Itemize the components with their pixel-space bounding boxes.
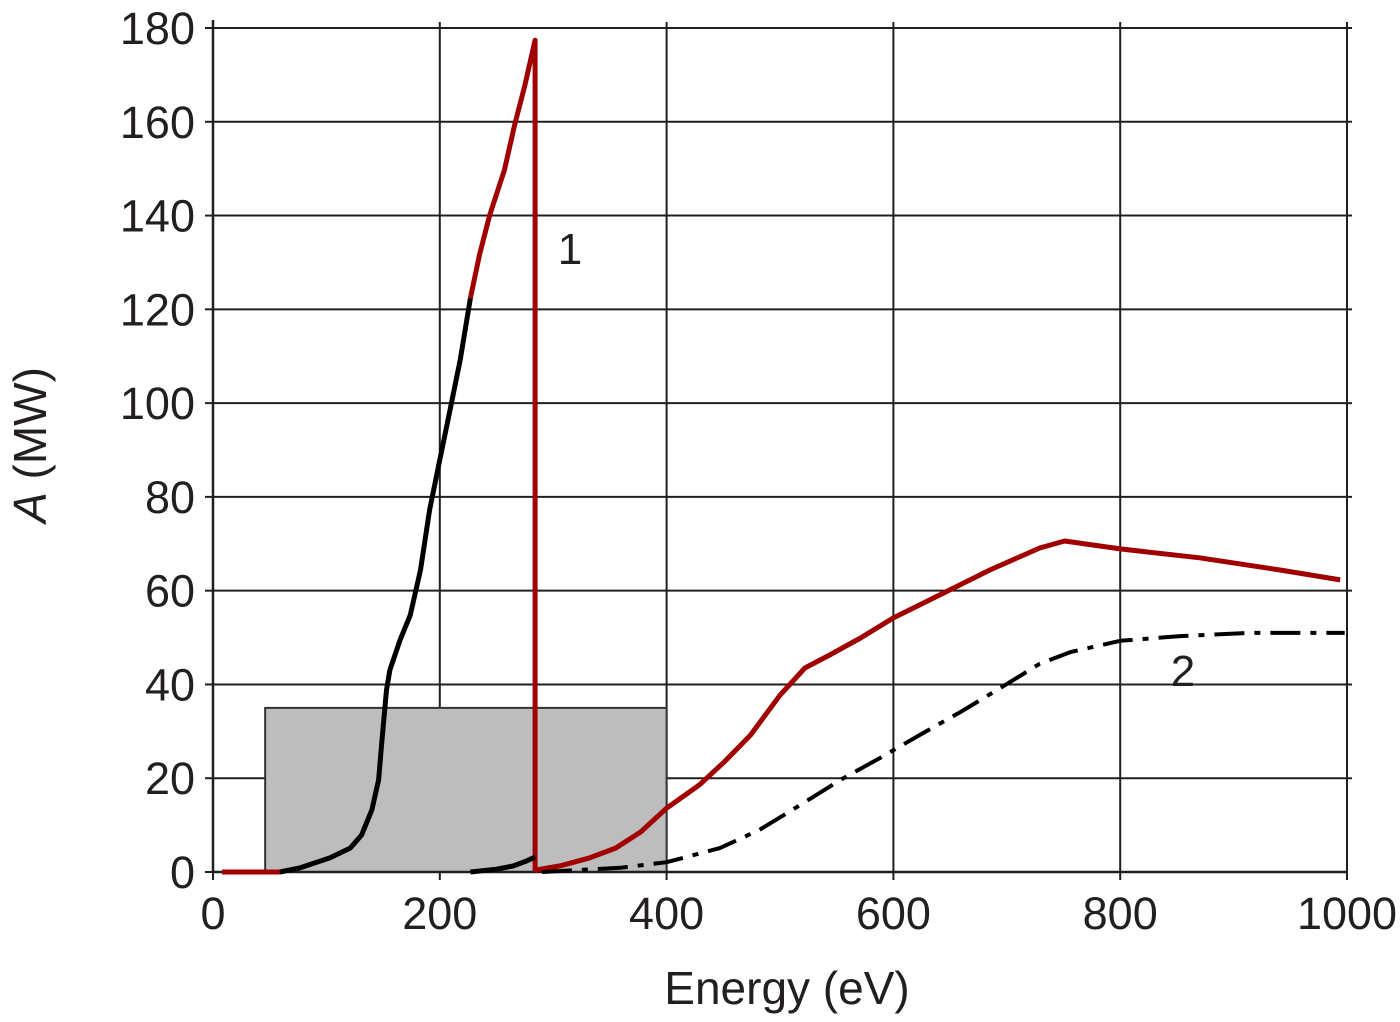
x-tick-label: 200 (402, 888, 477, 939)
series-4-line (534, 538, 1341, 873)
series-layer (222, 37, 1345, 875)
y-tick-label: 0 (170, 847, 195, 898)
y-tick-label: 120 (120, 284, 195, 335)
x-tick-label: 600 (856, 888, 931, 939)
x-tick-label: 800 (1083, 888, 1158, 939)
y-axis-title: A (MW) (4, 367, 56, 526)
x-tick-label: 1000 (1297, 888, 1397, 939)
x-tick-label: 0 (200, 888, 225, 939)
y-tick-label: 140 (120, 191, 195, 242)
curve-label-1: 1 (558, 225, 582, 274)
x-axis-title: Energy (eV) (664, 962, 909, 1014)
gridlines (213, 22, 1352, 872)
series-2-line (467, 37, 538, 872)
y-tick-label: 100 (120, 378, 195, 429)
y-tick-label: 80 (145, 472, 195, 523)
series-1-line (279, 297, 473, 875)
axes (205, 20, 1348, 880)
highlight-region-layer (264, 706, 668, 874)
series-3-line (470, 854, 537, 875)
y-tick-label: 60 (145, 566, 195, 617)
y-tick-label: 160 (120, 97, 195, 148)
y-tick-label: 180 (120, 3, 195, 54)
y-tick-label: 40 (145, 659, 195, 710)
tick-labels: 0 20 40 60 80 100 120 140 160 180 0 200 400 600 800 100… (120, 3, 1397, 939)
series-5-line (541, 630, 1345, 874)
highlight-region (264, 706, 668, 874)
y-tick-label: 20 (145, 753, 195, 804)
x-tick-label: 400 (629, 888, 704, 939)
curve-label-2: 2 (1171, 647, 1195, 696)
